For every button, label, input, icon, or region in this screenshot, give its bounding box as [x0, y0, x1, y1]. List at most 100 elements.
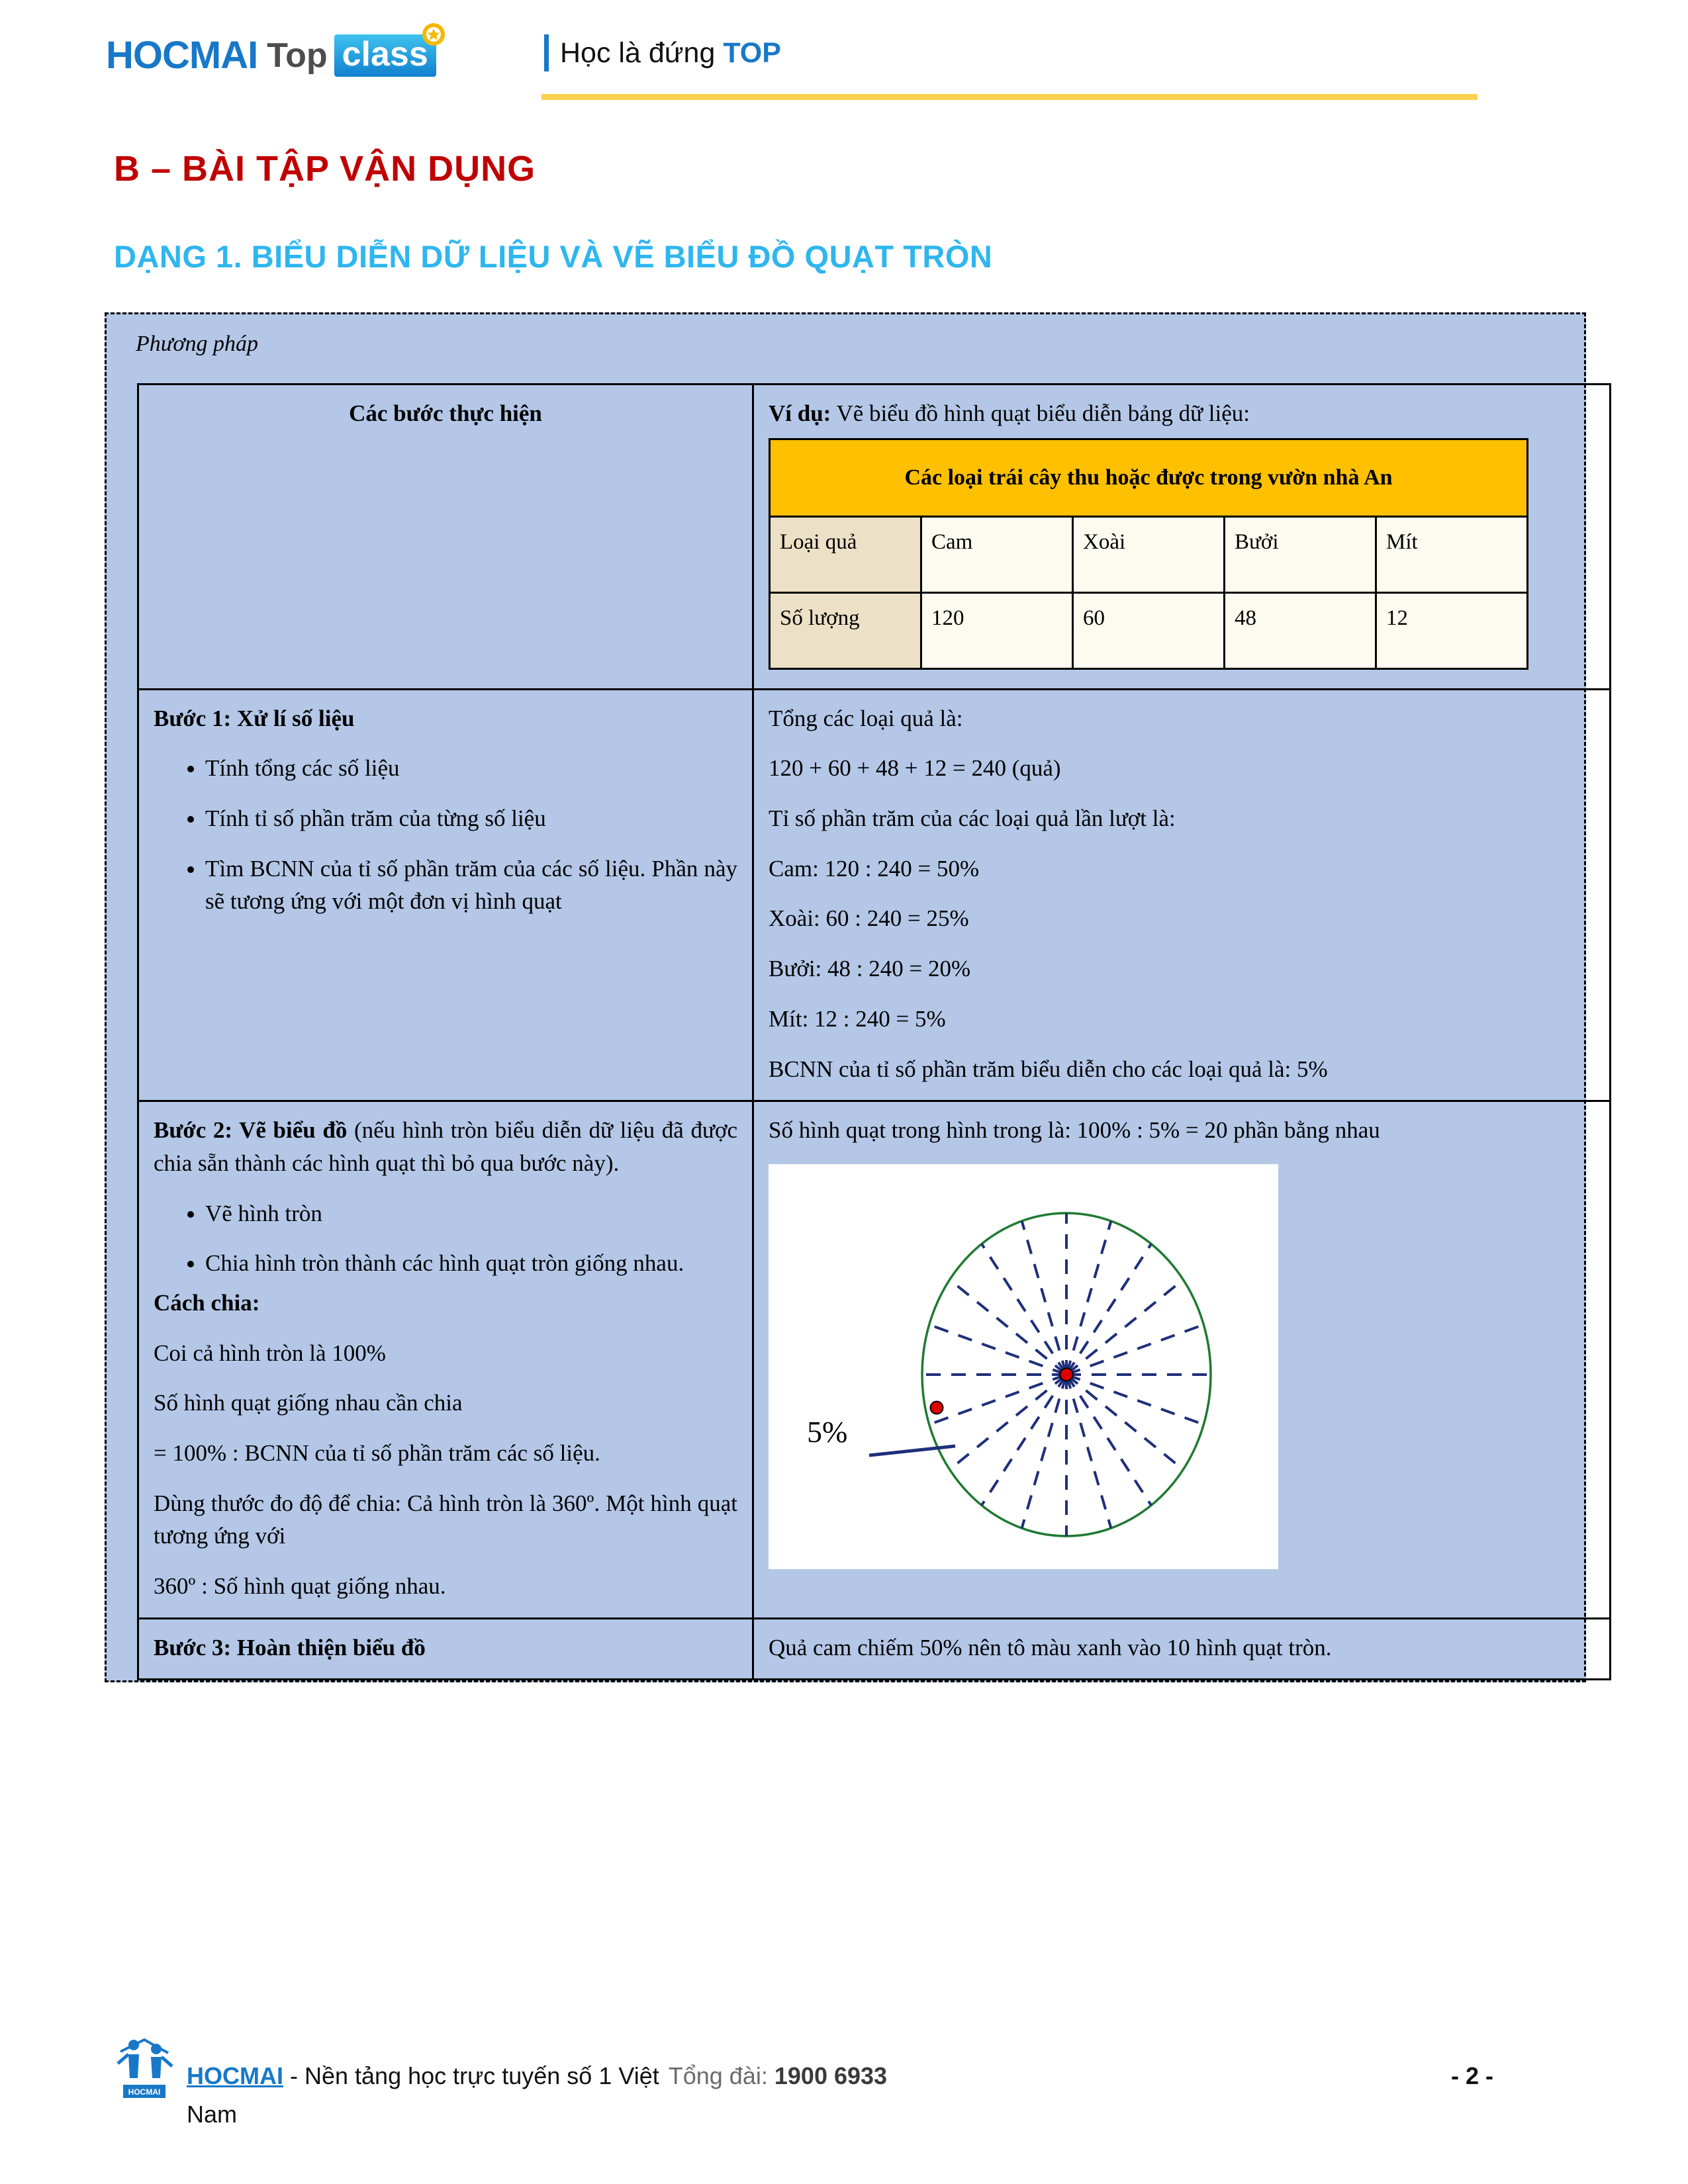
- sector-radius: [1065, 1278, 1184, 1376]
- page-number: - 2 -: [1451, 2062, 1494, 2089]
- tagline-plain: Học là đứng: [560, 37, 724, 69]
- percent-label: 5%: [807, 1415, 847, 1449]
- step-3-title-bold: Bước 3: Hoàn thiện biểu đồ: [154, 1634, 426, 1661]
- table-row: Bước 1: Xử lí số liệu Tính tổng các số l…: [137, 688, 1611, 1103]
- step-3-left-cell: Bước 3: Hoàn thiện biểu đồ: [137, 1617, 754, 1681]
- table-row: Các bước thực hiện Ví dụ: Vẽ biểu đồ hìn…: [137, 383, 1611, 690]
- fruit-cell: 60: [1072, 591, 1225, 670]
- section-b-title: DẠNG 1. BIỂU DIỄN DỮ LIỆU VÀ VẼ BIỂU ĐỒ …: [114, 239, 993, 274]
- step-2-left-cell: Bước 2: Vẽ biểu đồ (nếu hình tròn biểu d…: [137, 1100, 754, 1619]
- result-line: Tổng các loại quả là:: [769, 705, 963, 731]
- footer-text: HOCMAI - Nền tảng học trực tuyến số 1 Vi…: [187, 2062, 887, 2090]
- step-1-right-cell: Tổng các loại quả là: 120 + 60 + 48 + 12…: [752, 688, 1611, 1103]
- hocmai-topclass-logo: HOCMAI Top class: [106, 23, 445, 77]
- sector-radius: [1065, 1373, 1184, 1471]
- sector-radius: [1065, 1373, 1152, 1506]
- fruit-cell: 12: [1375, 591, 1528, 670]
- sector-radius: [1066, 1323, 1204, 1376]
- result-line: Bưởi: 48 : 240 = 20%: [769, 956, 971, 982]
- fruit-table-caption: Các loại trái cây thu hoặc được trong vư…: [769, 437, 1528, 518]
- tagline-bold: TOP: [723, 37, 781, 69]
- header-divider: [544, 34, 549, 71]
- step-1-left-cell: Bước 1: Xử lí số liệu Tính tổng các số l…: [137, 688, 754, 1103]
- sector-radius: [980, 1373, 1068, 1506]
- table-row: Bước 2: Vẽ biểu đồ (nếu hình tròn biểu d…: [137, 1100, 1611, 1619]
- step-3-title: Bước 3: Hoàn thiện biểu đồ: [154, 1631, 737, 1664]
- header-yellow-rule: [541, 94, 1477, 100]
- logo-top-text: Top: [267, 36, 328, 75]
- result-line: Mít: 12 : 240 = 5%: [769, 1005, 946, 1032]
- step-1-title: Bước 1: Xử lí số liệu: [154, 702, 737, 735]
- sector-radius: [1065, 1374, 1113, 1529]
- fruit-cell: Xoài: [1072, 515, 1225, 594]
- header-tagline: Học là đứng TOP: [560, 34, 781, 71]
- step-3-right-cell: Quả cam chiếm 50% nên tô màu xanh vào 10…: [752, 1617, 1611, 1681]
- circle-sector-figure: 5%: [769, 1163, 1278, 1569]
- center-dot: [1059, 1367, 1074, 1382]
- callout-leader-line: [868, 1444, 956, 1457]
- fruit-cell: 48: [1223, 591, 1377, 670]
- column-header-example: Ví dụ: Vẽ biểu đồ hình quạt biểu diễn bả…: [752, 383, 1611, 690]
- step-2-right-cell: Số hình quạt trong hình trong là: 100% :…: [752, 1100, 1611, 1619]
- logo-class-text: class: [342, 35, 428, 73]
- sector-radius: [1065, 1220, 1113, 1375]
- fruit-table-body: Các loại trái cây thu hoặc được trong vư…: [769, 437, 1528, 670]
- logo-class-badge: class: [334, 23, 445, 77]
- fruit-cell: Cam: [920, 515, 1074, 594]
- list-item: Chia hình tròn thành các hình quạt tròn …: [205, 1247, 737, 1280]
- fruit-cell: Mít: [1375, 515, 1528, 594]
- fruit-cell: Bưởi: [1223, 515, 1377, 594]
- circumference-dot: [929, 1400, 944, 1415]
- footer-tagline: - Nền tảng học trực tuyến số 1 Việt: [283, 2062, 659, 2089]
- divide-line: Số hình quạt giống nhau cần chia: [154, 1390, 463, 1416]
- example-prefix: Ví dụ:: [769, 400, 831, 426]
- step-2-title-rest: (nếu hình tròn biểu diễn dữ liệu đã được…: [154, 1117, 737, 1176]
- list-item: Tìm BCNN của tỉ số phần trăm của các số …: [205, 852, 737, 918]
- result-line: Cam: 120 : 240 = 50%: [769, 855, 980, 882]
- footer-brand-link[interactable]: HOCMAI: [187, 2062, 283, 2089]
- table-row: Số lượng 120 60 48 12: [769, 591, 1528, 670]
- sector-radius: [949, 1278, 1068, 1376]
- fruit-row-label: Loại quả: [769, 515, 922, 594]
- footer-hotline-number: 1900 6933: [774, 2062, 888, 2089]
- step-2-bullet-list: Vẽ hình tròn Chia hình tròn thành các hì…: [154, 1197, 737, 1280]
- footer-logo-caption: HOCMAI: [128, 2087, 161, 2097]
- step-2-title: Bước 2: Vẽ biểu đồ (nếu hình tròn biểu d…: [154, 1114, 737, 1179]
- result-line: Xoài: 60 : 240 = 25%: [769, 905, 969, 932]
- result-line: BCNN của tỉ số phần trăm biểu diễn cho c…: [769, 1056, 1328, 1082]
- logo-hocmai-text: HOCMAI: [106, 34, 258, 77]
- result-line: Tỉ số phần trăm của các loại quả lần lượ…: [769, 805, 1176, 832]
- sector-radius: [1066, 1373, 1204, 1426]
- steps-table: Các bước thực hiện Ví dụ: Vẽ biểu đồ hìn…: [137, 383, 1611, 1681]
- footer-tagline-wrap: Nam: [187, 2101, 238, 2128]
- result-line: Quả cam chiếm 50% nên tô màu xanh vào 10…: [769, 1634, 1332, 1661]
- list-item: Vẽ hình tròn: [205, 1197, 737, 1230]
- result-line: 120 + 60 + 48 + 12 = 240 (quả): [769, 755, 1061, 782]
- list-item: Tính tỉ số phần trăm của từng số liệu: [205, 802, 737, 835]
- step-1-bullet-list: Tính tổng các số liệu Tính tỉ số phần tr…: [154, 752, 737, 918]
- table-row: Các loại trái cây thu hoặc được trong vư…: [769, 437, 1528, 518]
- method-box: Phương pháp Các bước thực hiện Ví dụ: Vẽ…: [105, 312, 1611, 1683]
- footer-hotline-label: Tổng đài:: [668, 2062, 768, 2089]
- divide-line: 360º : Số hình quạt giống nhau.: [154, 1573, 446, 1600]
- step-2-title-bold: Bước 2: Vẽ biểu đồ: [154, 1117, 348, 1144]
- fruit-data-table: Các loại trái cây thu hoặc được trong vư…: [769, 437, 1528, 670]
- how-to-divide-label: Cách chia:: [154, 1289, 260, 1316]
- sector-radius: [1020, 1220, 1068, 1375]
- column-header-steps: Các bước thực hiện: [137, 383, 754, 690]
- sector-radius: [980, 1243, 1068, 1375]
- sector-radius: [949, 1373, 1068, 1471]
- divide-line: Coi cả hình tròn là 100%: [154, 1340, 386, 1366]
- divide-line: = 100% : BCNN của tỉ số phần trăm các số…: [154, 1440, 600, 1466]
- result-line: Số hình quạt trong hình trong là: 100% :…: [769, 1117, 1380, 1144]
- divide-line: Dùng thước đo độ để chia: Cả hình tròn l…: [154, 1490, 737, 1549]
- fruit-row-label: Số lượng: [769, 591, 922, 670]
- star-badge-icon: [422, 23, 445, 46]
- page-header: HOCMAI Top class Học là đứng TOP: [0, 0, 1688, 126]
- example-text: Vẽ biểu đồ hình quạt biểu diễn bảng dữ l…: [831, 400, 1250, 426]
- list-item: Tính tổng các số liệu: [205, 752, 737, 785]
- table-row: Bước 3: Hoàn thiện biểu đồ Quả cam chiếm…: [137, 1617, 1611, 1681]
- sector-radii-group: [922, 1212, 1211, 1536]
- how-to-divide-heading: Cách chia:: [154, 1287, 737, 1320]
